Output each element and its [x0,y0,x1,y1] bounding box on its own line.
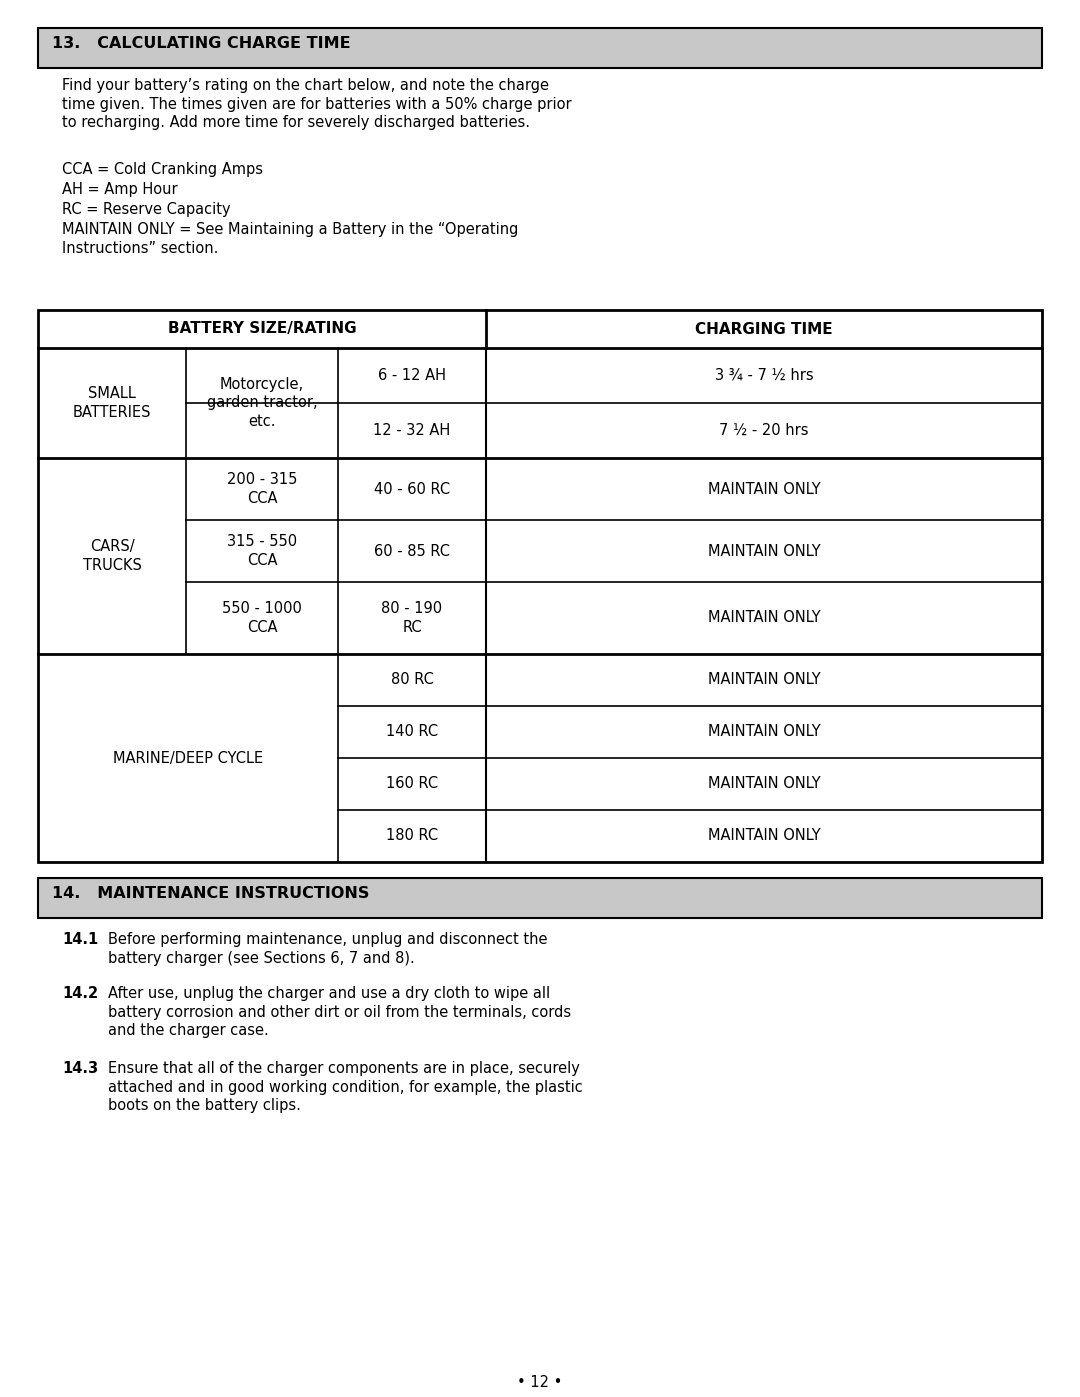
Text: 14.2: 14.2 [62,986,98,1002]
Text: 160 RC: 160 RC [386,777,438,792]
Text: 3 ¾ - 7 ½ hrs: 3 ¾ - 7 ½ hrs [715,367,813,383]
Text: 200 - 315
CCA: 200 - 315 CCA [227,472,297,506]
Text: 550 - 1000
CCA: 550 - 1000 CCA [222,601,302,634]
Text: 14.1: 14.1 [62,932,98,947]
Text: Before performing maintenance, unplug and disconnect the
battery charger (see Se: Before performing maintenance, unplug an… [108,932,548,965]
Text: 7 ½ - 20 hrs: 7 ½ - 20 hrs [719,423,809,439]
Text: MAINTAIN ONLY: MAINTAIN ONLY [707,610,821,626]
Text: CCA = Cold Cranking Amps: CCA = Cold Cranking Amps [62,162,264,177]
Text: 60 - 85 RC: 60 - 85 RC [374,543,450,559]
Text: MAINTAIN ONLY: MAINTAIN ONLY [707,725,821,739]
Bar [38,28,1042,68]
Bar [38,310,1042,862]
Text: MAINTAIN ONLY: MAINTAIN ONLY [707,482,821,496]
Bar [38,28,1042,68]
Text: MAINTAIN ONLY = See Maintaining a Battery in the “Operating
Instructions” sectio: MAINTAIN ONLY = See Maintaining a Batter… [62,222,518,256]
Text: MAINTAIN ONLY: MAINTAIN ONLY [707,828,821,844]
Text: MAINTAIN ONLY: MAINTAIN ONLY [707,543,821,559]
Text: 80 - 190
RC: 80 - 190 RC [381,601,443,634]
Text: 140 RC: 140 RC [386,725,438,739]
Text: 80 RC: 80 RC [391,672,433,687]
Text: BATTERY SIZE/RATING: BATTERY SIZE/RATING [167,321,356,337]
Text: 13.   CALCULATING CHARGE TIME: 13. CALCULATING CHARGE TIME [52,36,351,52]
Text: • 12 •: • 12 • [517,1375,563,1390]
Text: 40 - 60 RC: 40 - 60 RC [374,482,450,496]
Text: 180 RC: 180 RC [386,828,438,844]
Text: Find your battery’s rating on the chart below, and note the charge
time given. T: Find your battery’s rating on the chart … [62,78,571,130]
Text: MAINTAIN ONLY: MAINTAIN ONLY [707,672,821,687]
Text: 14.3: 14.3 [62,1060,98,1076]
Text: 14.   MAINTENANCE INSTRUCTIONS: 14. MAINTENANCE INSTRUCTIONS [52,886,369,901]
Text: SMALL
BATTERIES: SMALL BATTERIES [72,386,151,420]
Bar [38,877,1042,918]
Text: Ensure that all of the charger components are in place, securely
attached and in: Ensure that all of the charger component… [108,1060,583,1113]
Text: AH = Amp Hour: AH = Amp Hour [62,182,177,197]
Bar [38,877,1042,918]
Text: MARINE/DEEP CYCLE: MARINE/DEEP CYCLE [113,750,264,766]
Text: 315 - 550
CCA: 315 - 550 CCA [227,534,297,567]
Text: Motorcycle,
garden tractor,
etc.: Motorcycle, garden tractor, etc. [206,377,318,429]
Text: After use, unplug the charger and use a dry cloth to wipe all
battery corrosion : After use, unplug the charger and use a … [108,986,571,1038]
Text: CARS/
TRUCKS: CARS/ TRUCKS [82,539,141,573]
Text: RC = Reserve Capacity: RC = Reserve Capacity [62,203,231,217]
Text: 6 - 12 AH: 6 - 12 AH [378,367,446,383]
Text: MAINTAIN ONLY: MAINTAIN ONLY [707,777,821,792]
Text: CHARGING TIME: CHARGING TIME [696,321,833,337]
Text: 12 - 32 AH: 12 - 32 AH [374,423,450,439]
